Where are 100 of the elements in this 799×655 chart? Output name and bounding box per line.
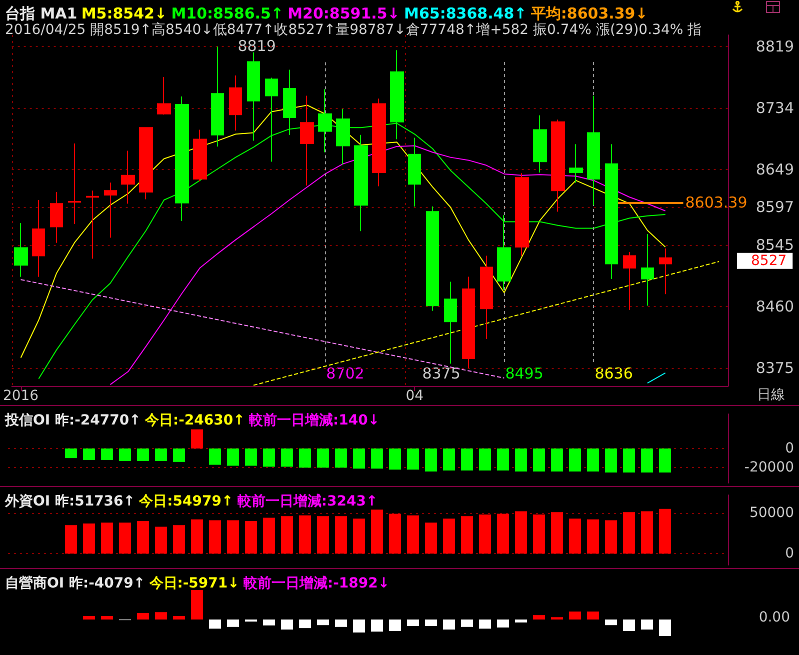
bar [425,522,437,554]
chart-title: 投信OI 昨:-24770↑ [4,412,141,428]
candlestick [480,255,493,340]
line-series [110,145,666,386]
bar [281,620,293,630]
bar [407,515,419,554]
bar [335,620,347,627]
y-tick-label: 8375 [756,358,794,377]
candlestick [247,52,260,142]
bar [461,516,473,554]
bar [533,615,545,620]
y-tick-label: 8649 [756,160,794,179]
candlestick [193,129,207,182]
chart-subtitle: 今日:-5971↓ [148,576,240,592]
bar [101,616,113,620]
candlestick [68,143,81,224]
bar [137,613,149,620]
bar [587,612,599,620]
bar [137,521,149,554]
candlestick [533,114,547,174]
text: M65:8368.48↑ [404,4,527,22]
chart-title: 自營商OI 昨:-4079↑ [5,574,146,592]
bar [641,511,653,554]
bar [569,518,581,554]
bar [299,620,311,628]
chart-title: 台指 MA1 [5,4,78,22]
bar [173,525,185,554]
bar [335,516,347,554]
bar [605,620,617,626]
candlestick [605,144,618,280]
x-axis-title: 日線 [757,387,785,403]
bar [587,519,599,554]
bar [443,620,455,630]
bar [497,514,509,554]
bar [317,620,329,626]
bar [551,512,563,554]
bar [191,519,203,554]
chart-subtitle: 2016/04/25 開8519↑高8540↓低8477↑收8527↑量98787↓倉77748↑增+582 振0.74% 漲(29)0.34% 指 [5,22,702,38]
bar [371,510,383,554]
text: M10:8586.5↑ [171,4,284,22]
candlestick [551,119,565,212]
candlestick [462,276,475,368]
bar [245,521,257,554]
bar [65,525,77,554]
bar [173,616,185,620]
bar [353,620,365,633]
annotation: 8375 [422,364,460,382]
bar [317,516,329,554]
bar [155,526,167,554]
bar [101,522,113,554]
annotation: 8636 [594,364,633,382]
bar [515,511,527,554]
bar [191,590,203,620]
bar [263,620,275,626]
bar [479,514,491,554]
bar [209,520,221,554]
bar [515,620,527,622]
candlestick [50,192,63,244]
chart-title: 外資OI 昨:51736↑ [4,494,136,510]
annotation: 8702 [326,364,364,382]
bar [461,620,473,627]
candlestick [86,190,99,260]
annotation: 8819 [238,37,276,56]
bar [389,514,401,554]
bar [551,617,563,620]
y-tick-label: 8734 [756,99,794,118]
candlestick [372,98,386,187]
y-tick-label: 8819 [756,38,794,56]
candlestick [139,127,153,200]
bar [281,516,293,554]
candlestick [569,144,583,184]
ref-line-label: 8603.39 [685,194,748,212]
bar [605,520,617,554]
annotation: 8495 [505,364,544,382]
candlestick [229,75,242,132]
bar [227,520,239,554]
bar [389,620,401,632]
bar [443,518,455,554]
annotation: 較前一日增減:-1892↓ [242,576,390,592]
candlestick [104,182,117,238]
candlestick [157,76,171,116]
bar [569,612,581,620]
candlestick [426,206,439,312]
chart-subtitle: 今日:-24630↑ [144,412,245,428]
y-tick-label: 50000 [749,504,794,521]
text: 0.00 [758,610,790,626]
text: M20:8591.5↓ [288,4,400,22]
bar [263,518,275,554]
candlestick [14,222,28,278]
bar [227,620,239,627]
y-tick-label: 8460 [756,297,794,316]
y-tick-label: 8545 [756,236,794,254]
candlestick [659,248,672,295]
annotation: 較前一日增減:140↓ [248,412,380,428]
bar [497,620,509,628]
bar [155,612,167,620]
bar [353,518,365,554]
bar [83,523,95,554]
bar [407,620,419,626]
bar [83,616,95,620]
